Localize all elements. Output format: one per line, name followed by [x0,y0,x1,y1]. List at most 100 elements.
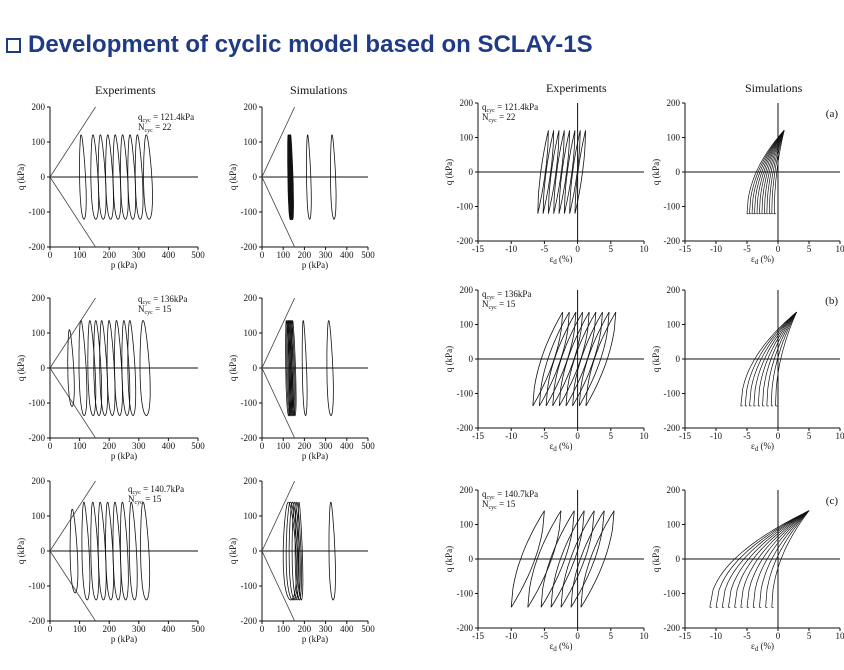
heading-left-experiments: Experiments [95,83,156,97]
x-tick-label: 200 [298,624,312,634]
curves [50,298,151,438]
x-tick-label: 300 [132,250,146,260]
simulated-cycle-curve [768,130,785,214]
x-tick-label: 5 [807,631,812,641]
y-tick-label: 200 [244,476,258,486]
x-tick-label: 400 [162,441,176,451]
x-tick-label: 10 [836,431,844,441]
hysteresis-loop [572,311,603,407]
y-tick-label: -200 [664,623,681,633]
hysteresis-loop [558,130,570,214]
y-axis-label: q (kPa) [444,159,454,185]
hysteresis-loop [527,510,562,608]
y-tick-label: 200 [667,485,681,495]
curves [532,311,617,407]
x-tick-label: 500 [361,250,375,260]
stress-path-loop [90,134,99,220]
stress-path-loop [326,320,334,417]
stress-path-loop [79,134,87,220]
y-axis-label: q (kPa) [228,355,238,381]
stress-path-loop [90,501,100,601]
x-tick-label: 100 [73,250,87,260]
y-tick-label: -100 [29,398,46,408]
simulated-cycle-curve [740,510,810,608]
critical-state-line-compression [262,298,296,369]
y-tick-label: 200 [460,285,474,295]
critical-state-line-extension [50,550,97,621]
x-tick-label: 0 [48,624,53,634]
stress-path-loop [127,134,136,220]
annotation-line: Ncyc = 15 [138,304,172,316]
x-tick-label: 10 [640,431,650,441]
y-tick-label: 0 [253,546,258,556]
hysteresis-loop [545,311,577,407]
y-tick-label: 0 [676,554,681,564]
chart-eps-sim-a: -15 -10 -5 0 5 10 200 100 0 -100 -200 εd (%) q (kPa)… [651,98,844,266]
heading-right-simulations: Simulations [745,81,803,95]
y-tick-label: 0 [469,354,474,364]
simulated-cycle-curve [759,510,810,608]
stress-path-loop [301,320,308,417]
simulated-cycle-curve [771,130,785,214]
curves [746,130,785,215]
y-axis-label: q (kPa) [444,346,454,372]
stress-path-loop [288,501,300,601]
stress-path-loop [128,501,138,601]
hysteresis-loop [540,510,575,608]
stress-path-loop [112,134,122,220]
y-tick-label: 100 [667,320,681,330]
simulated-cycle-curve [721,510,810,608]
y-tick-label: 200 [244,293,258,303]
critical-state-line-compression [262,107,296,178]
x-tick-label: 0 [575,431,580,441]
y-tick-label: 100 [244,328,258,338]
critical-state-line-extension [50,367,97,438]
x-tick-label: 400 [340,441,354,451]
simulated-cycle-curve [709,510,810,608]
curves [510,510,615,608]
x-tick-label: -10 [505,431,517,441]
stress-path-loop [290,320,296,417]
critical-state-line-extension [50,176,97,247]
x-axis-label: p (kPa) [302,260,328,270]
annotation-line: qcyc = 121.4kPa [482,102,538,114]
stress-path-loop [105,501,115,601]
y-tick-label: 200 [667,98,681,108]
x-tick-label: 0 [575,244,580,254]
hysteresis-loop [548,130,560,214]
curves [740,311,797,407]
y-tick-label: -100 [241,398,258,408]
y-tick-label: -200 [241,433,258,443]
simulated-cycle-curve [773,130,785,214]
x-tick-label: -10 [710,431,722,441]
x-tick-label: -5 [541,631,549,641]
y-tick-label: 0 [676,354,681,364]
stress-path-loop [282,501,297,601]
x-axis-label: εd (%) [549,641,572,653]
y-tick-label: -200 [29,616,46,626]
stress-path-loop [139,320,151,417]
stress-path-loop [306,134,312,220]
critical-state-line-compression [50,481,97,552]
y-tick-label: -100 [664,589,681,599]
y-tick-label: -200 [29,433,46,443]
curves [50,107,153,247]
x-tick-label: 0 [776,431,781,441]
x-tick-label: 0 [260,441,265,451]
y-tick-label: 0 [676,167,681,177]
x-tick-label: 5 [609,431,614,441]
y-tick-label: 100 [460,320,474,330]
y-tick-label: -200 [457,236,474,246]
x-tick-label: 300 [319,441,333,451]
y-tick-label: 200 [244,102,258,112]
simulated-cycle-curve [752,510,810,608]
x-tick-label: 400 [340,250,354,260]
x-tick-label: 200 [298,441,312,451]
hysteresis-loop [532,311,564,407]
y-axis-label: q (kPa) [444,546,454,572]
stress-path-loop [297,501,304,601]
y-axis-label: q (kPa) [16,538,26,564]
x-tick-label: 0 [776,631,781,641]
chart-pq-sim-b: 0 100 200 300 400 500 200 100 0 -100 -200 p (kPa) q … [228,293,375,461]
